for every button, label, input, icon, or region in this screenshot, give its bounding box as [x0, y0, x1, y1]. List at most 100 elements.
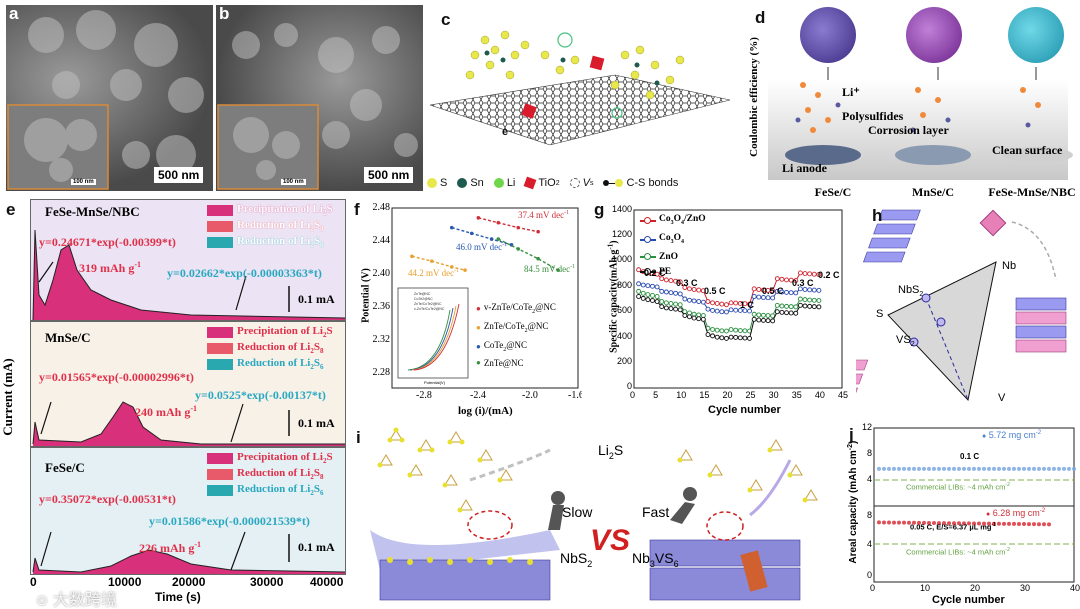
panel-j-top-loading: ● 5.72 mg cm-2 — [982, 430, 1042, 440]
cycle-point — [1067, 466, 1071, 471]
rate-point — [811, 304, 817, 310]
slope-1: 37.4 mV dec-1 — [518, 210, 570, 220]
tio2-icon — [523, 176, 537, 190]
rate-point — [765, 287, 771, 293]
rate-point — [723, 309, 729, 315]
rate-point — [802, 271, 808, 277]
sphere-mnse — [906, 7, 962, 63]
cycle-point — [977, 466, 981, 471]
rate-point — [673, 306, 679, 312]
rate-point — [710, 327, 716, 332]
sample-label-nbc: FeSe-MnSe/NBC — [988, 185, 1076, 199]
tafel-point — [449, 265, 454, 269]
rate-point — [723, 328, 729, 334]
cycle-point — [992, 466, 996, 471]
tafel-point — [516, 225, 521, 230]
sample-label-mnse: MnSe/C — [912, 185, 954, 199]
cycle-point — [997, 466, 1001, 471]
rate-point — [677, 291, 683, 297]
rate-point — [663, 305, 669, 311]
g-xtick: 5 — [653, 390, 659, 400]
rate-point — [779, 276, 785, 282]
cycle-point — [917, 466, 921, 471]
rate-point — [714, 327, 720, 333]
subpanel-1-capacity: 319 mAh g-1 — [79, 260, 142, 275]
rate-point — [677, 279, 683, 285]
rate-point — [751, 311, 757, 317]
rate-point — [687, 286, 692, 292]
panel-f-yticks: 2.48 2.44 2.40 2.36 2.32 2.28 — [372, 202, 391, 378]
xtick-2: 20000 — [172, 575, 206, 589]
rate-point — [668, 278, 674, 284]
rate-point — [659, 276, 665, 282]
rate-point — [640, 290, 646, 296]
rate-point — [640, 282, 646, 288]
sample-label-fese: FeSe/C — [814, 185, 852, 199]
rate-point — [728, 307, 734, 313]
cycle-point — [1047, 522, 1051, 527]
cycle-point — [892, 466, 896, 471]
rate-point — [687, 314, 692, 320]
panel-i-nbs2: NbS2 — [560, 550, 593, 569]
rate-point — [677, 307, 683, 313]
rate-point — [756, 312, 762, 318]
panel-i-li2s: Li2S — [598, 442, 624, 461]
cycle-point — [972, 466, 976, 471]
panel-j-bot-rate: 0.05 C, E/S=6.37 µL mg-1 — [910, 522, 996, 532]
rate-point — [723, 335, 729, 341]
panel-a-scale-bar: 500 nm — [154, 167, 204, 183]
rate-point — [640, 295, 646, 301]
tafel-point — [430, 259, 434, 263]
cycle-point — [1032, 522, 1036, 527]
rate-point — [668, 306, 674, 311]
rate-point — [784, 303, 789, 309]
rate-point — [765, 313, 771, 318]
g-xtick: 25 — [745, 390, 756, 400]
panel-i-slow: Slow — [562, 504, 593, 520]
rate-point — [788, 277, 794, 283]
tafel-point — [556, 268, 560, 272]
rate-point — [696, 316, 702, 322]
rate-point — [765, 318, 771, 324]
subpanel-3-eq2: y=0.01586*exp(-0.000021539*t) — [149, 514, 310, 528]
panel-b-scale-bar: 500 nm — [364, 167, 414, 183]
cycle-point — [967, 466, 971, 471]
rate-point — [654, 299, 660, 304]
panel-a-sem-image: 100 nm 500 nm — [6, 5, 213, 191]
panel-h-diagram: Nb NbS2 S VS2 V — [856, 200, 1080, 422]
legend-reduction-s8: Reduction of Li2S8 — [207, 218, 345, 234]
rate-point — [760, 317, 766, 323]
cycle-point — [937, 521, 941, 526]
panel-i-schematic: VS Li2S Slow Fast NbS2 Nb3VS6 — [350, 420, 840, 609]
panel-g-xlabel: Cycle number — [708, 404, 781, 416]
legend-f-2: ● CoTe2@NC — [476, 339, 528, 353]
cycle-point — [1042, 522, 1046, 527]
panel-d-li-anode: Li anode — [782, 161, 828, 175]
panel-e-xlabel: Time (s) — [155, 590, 201, 604]
panel-g-label: g — [594, 200, 605, 219]
cycle-point — [1002, 466, 1006, 471]
cycle-point — [957, 521, 961, 526]
rate-point — [719, 328, 725, 334]
rate-point — [751, 294, 757, 299]
watermark: ⊙ 大数跨境 — [36, 590, 117, 609]
rate-point — [636, 294, 642, 299]
cycle-point — [1007, 521, 1011, 526]
rate-point — [682, 313, 688, 318]
rate-point — [700, 316, 706, 322]
cycle-point — [897, 520, 901, 525]
cycle-point — [952, 521, 956, 526]
panel-h-vs2: VS2 — [896, 334, 915, 349]
panel-f-chart: ZnTe@NC CoTe2@NC ZnTe/CoTe2@NC v-ZnTe/CoTe2… — [350, 200, 583, 420]
rate-point — [719, 301, 725, 307]
rate-point — [663, 277, 669, 283]
rate-point — [797, 270, 803, 276]
panel-f-xlabel: log (i)/(mA) — [458, 405, 513, 417]
tafel-line-2 — [411, 255, 466, 271]
panel-c-electron-label: e — [502, 126, 508, 138]
rate-point — [733, 327, 739, 333]
legend-g-1: Co3O4 — [640, 231, 706, 250]
panel-i-nb3vs6: Nb3VS6 — [632, 550, 679, 569]
cycle-point — [927, 466, 931, 471]
